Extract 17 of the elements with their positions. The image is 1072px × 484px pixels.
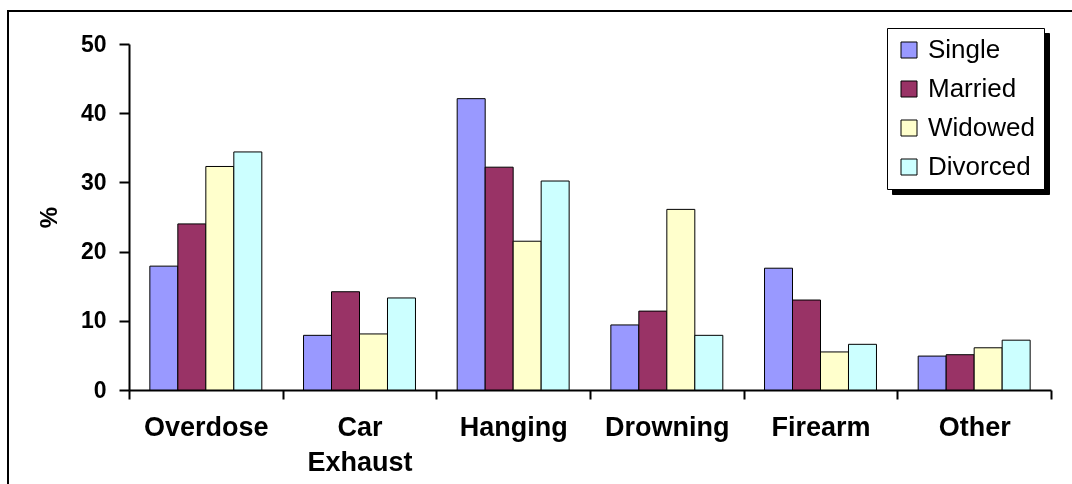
legend-label: Single	[928, 34, 1001, 64]
y-tick-label: 0	[93, 376, 107, 403]
x-tick-label: Firearm	[771, 411, 871, 442]
y-axis-title: %	[34, 206, 62, 229]
y-tick-label: 20	[80, 238, 107, 265]
x-tick-label: Hanging	[459, 411, 568, 442]
y-tick-label: 40	[80, 99, 107, 126]
legend-label: Widowed	[928, 112, 1035, 142]
y-tick-label: 30	[80, 168, 107, 195]
legend-label: Married	[928, 73, 1017, 103]
y-tick-label: 10	[80, 307, 107, 334]
x-tick-label: Other	[938, 411, 1012, 442]
x-tick-label: Drowning	[605, 411, 730, 442]
x-tick-label: Overdose	[144, 411, 269, 442]
legend-label: Divorced	[928, 151, 1031, 181]
y-tick-label: 50	[80, 30, 107, 57]
x-tick-label: Car Exhaust	[307, 411, 413, 477]
